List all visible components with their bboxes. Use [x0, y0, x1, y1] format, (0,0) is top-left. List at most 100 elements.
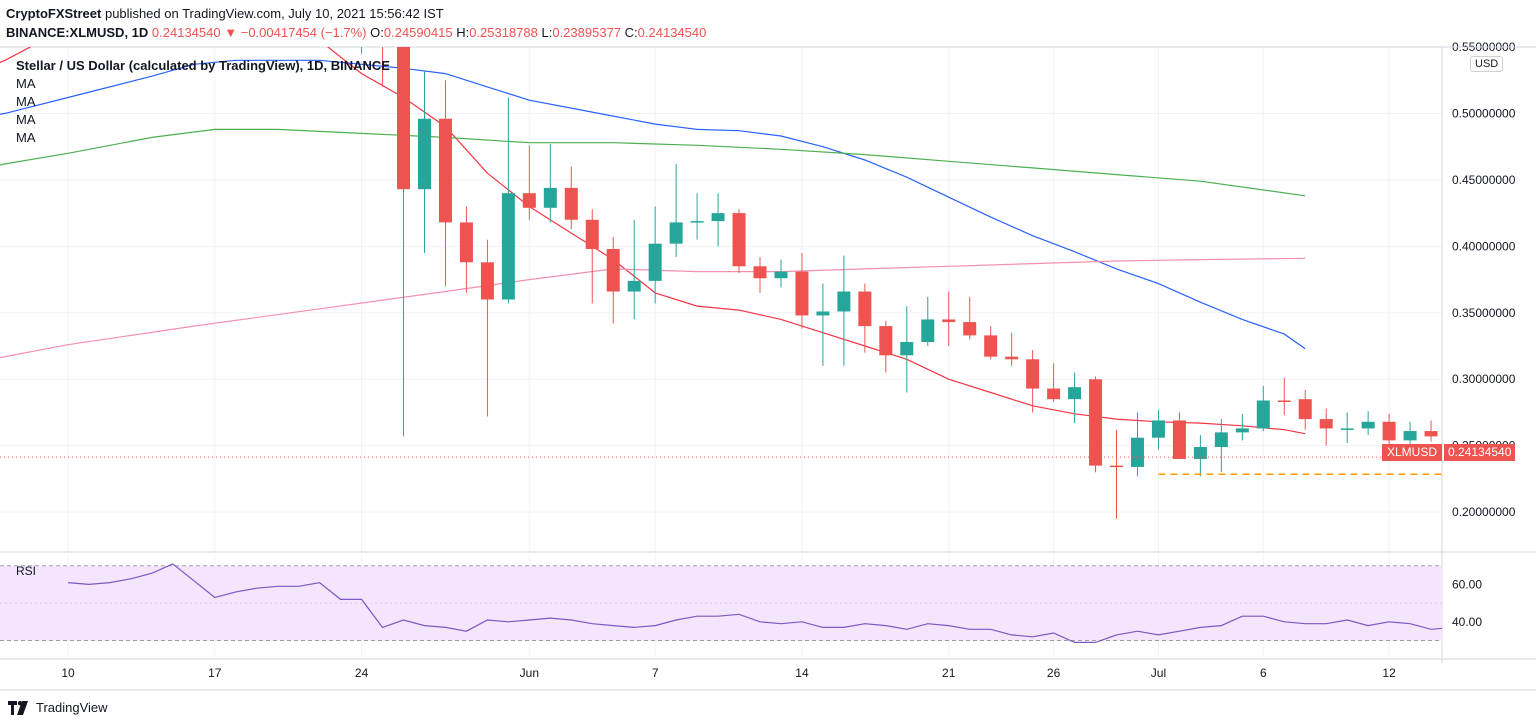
- candle-body: [984, 335, 998, 357]
- candle: [1319, 408, 1333, 446]
- open-value: 0.24590415: [383, 25, 453, 40]
- candle: [1047, 363, 1061, 402]
- candle: [858, 283, 872, 353]
- close-label: C:: [624, 25, 638, 40]
- time-tick-label: Jul: [1151, 666, 1166, 680]
- candle-body: [585, 219, 599, 249]
- candle-body: [1193, 447, 1207, 459]
- rsi-tick-label: 40.00: [1452, 615, 1482, 629]
- candle: [459, 206, 473, 293]
- candle: [1382, 413, 1396, 446]
- candle-body: [1382, 421, 1396, 441]
- candle-body: [837, 291, 851, 312]
- tradingview-logo-icon: [8, 700, 30, 715]
- time-tick-label: 7: [652, 666, 659, 680]
- candle-body: [648, 243, 662, 281]
- change-value: −0.00417454 (−1.7%): [240, 25, 367, 40]
- candle-body: [1172, 420, 1186, 459]
- candle-body: [1047, 388, 1061, 400]
- price-tick-label: 0.20000000: [1452, 505, 1516, 519]
- low-value: 0.23895377: [552, 25, 622, 40]
- candle: [382, 47, 384, 87]
- candle: [1130, 412, 1144, 477]
- candle: [501, 97, 515, 304]
- low-label: L:: [541, 25, 553, 40]
- price-tick-label: 0.30000000: [1452, 372, 1516, 386]
- time-tick-label: Jun: [520, 666, 539, 680]
- candle-body: [753, 266, 767, 279]
- candle-body: [1089, 379, 1103, 466]
- legend-ma-2[interactable]: MA: [16, 94, 36, 109]
- author-name[interactable]: CryptoFXStreet: [6, 6, 102, 21]
- candle: [711, 193, 725, 247]
- candle-body: [1319, 419, 1333, 429]
- price-series-group: [0, 47, 1442, 519]
- candle: [690, 193, 704, 240]
- candle-body: [397, 47, 411, 190]
- candle: [1193, 435, 1207, 477]
- legend-ma-4[interactable]: MA: [16, 130, 36, 145]
- candle-body: [816, 311, 830, 316]
- candle: [984, 326, 998, 360]
- time-tick-label: 26: [1047, 666, 1061, 680]
- candle: [1235, 413, 1249, 441]
- candle-body: [1340, 428, 1354, 430]
- candle: [1277, 377, 1291, 416]
- high-value: 0.25318788: [469, 25, 538, 40]
- candle-body: [690, 221, 704, 223]
- candle: [585, 209, 599, 304]
- candle-body: [501, 193, 515, 300]
- legend-ma-1[interactable]: MA: [16, 76, 36, 91]
- candle: [753, 256, 767, 293]
- candle: [480, 239, 494, 417]
- candle-body: [417, 118, 431, 190]
- time-tick-label: 24: [355, 666, 369, 680]
- time-tick-label: 6: [1260, 666, 1267, 680]
- candle-body: [879, 326, 893, 356]
- candle: [1151, 409, 1165, 450]
- candle: [417, 70, 431, 253]
- last-price-value-tag: 0.24134540: [1444, 444, 1516, 461]
- candle: [438, 80, 452, 287]
- price-tick-label: 0.50000000: [1452, 106, 1516, 120]
- candle-body: [480, 262, 494, 300]
- moving-average-red: [0, 47, 1306, 435]
- candle: [816, 283, 830, 366]
- chart-legend: Stellar / US Dollar (calculated by Tradi…: [16, 57, 390, 147]
- rsi-tick-label: 60.00: [1452, 577, 1482, 591]
- legend-ma-3[interactable]: MA: [16, 112, 36, 127]
- candle: [669, 163, 683, 257]
- candle: [1256, 385, 1270, 432]
- candle-body: [669, 222, 683, 244]
- candle-body: [732, 213, 746, 267]
- open-label: O:: [370, 25, 384, 40]
- currency-badge[interactable]: USD: [1470, 56, 1504, 72]
- candle: [543, 144, 557, 223]
- candle: [606, 237, 620, 324]
- candle: [1424, 420, 1438, 442]
- candle-body: [921, 319, 935, 343]
- candle-body: [963, 322, 977, 336]
- candle-body: [774, 271, 788, 279]
- candle-body: [1277, 400, 1291, 402]
- ohlc-line: BINANCE:XLMUSD, 1D 0.24134540 ▼ −0.00417…: [6, 25, 706, 40]
- candle-body: [1005, 356, 1019, 360]
- moving-average-pink: [0, 257, 1306, 359]
- publish-info: published on TradingView.com, July 10, 2…: [101, 6, 444, 21]
- candle: [1298, 389, 1312, 430]
- footer-brand[interactable]: TradingView: [8, 700, 108, 715]
- candle: [900, 306, 914, 393]
- moving-average-blue: [0, 59, 1306, 350]
- candle: [1403, 421, 1417, 449]
- candle-body: [1235, 428, 1249, 433]
- candle-body: [1298, 399, 1312, 420]
- rsi-line: [67, 563, 1442, 643]
- candle: [1089, 376, 1103, 473]
- candle-body: [522, 193, 536, 208]
- time-tick-label: 12: [1382, 666, 1396, 680]
- moving-average-green: [0, 128, 1306, 197]
- candle-body: [459, 222, 473, 263]
- candle: [1361, 411, 1375, 436]
- rsi-series-group: [67, 563, 1442, 643]
